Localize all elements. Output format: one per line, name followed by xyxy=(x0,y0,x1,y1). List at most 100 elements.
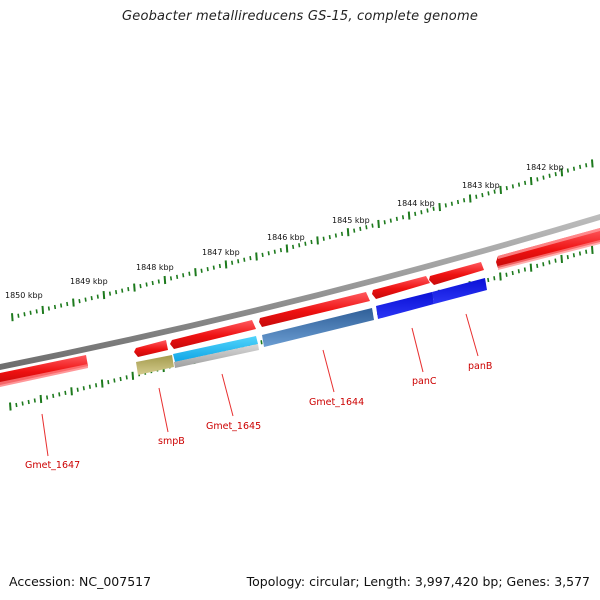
minor-tick xyxy=(524,180,527,186)
minor-tick xyxy=(95,383,98,388)
panC-feature[interactable] xyxy=(376,292,434,319)
minor-tick xyxy=(426,208,429,213)
minor-tick xyxy=(218,263,221,269)
gene-label-smpB[interactable]: smpB xyxy=(158,436,185,447)
minor-tick xyxy=(267,251,270,256)
major-tick xyxy=(529,177,533,186)
minor-tick xyxy=(340,231,344,237)
minor-tick xyxy=(96,294,99,299)
gene-label-gmet1645[interactable]: Gmet_1645 xyxy=(206,421,261,432)
minor-tick xyxy=(505,185,508,191)
minor-tick xyxy=(383,220,386,225)
smpB-feature[interactable] xyxy=(136,355,174,375)
map-title: Geobacter metallireducens GS-15, complet… xyxy=(121,9,479,24)
panB-feature[interactable] xyxy=(432,278,487,304)
minor-tick xyxy=(90,295,93,301)
gmet1645-feature-bottom[interactable] xyxy=(174,344,259,368)
gene-label-gmet1644[interactable]: Gmet_1644 xyxy=(309,397,364,408)
minor-tick xyxy=(188,271,191,276)
leader-line-gmet1647 xyxy=(41,413,49,457)
leader-line-smpB xyxy=(158,387,169,433)
leader-line-gmet1645 xyxy=(221,373,234,417)
minor-tick xyxy=(493,189,496,194)
major-tick xyxy=(377,219,380,228)
gene-label-panB[interactable]: panB xyxy=(468,361,492,372)
major-tick xyxy=(438,203,441,212)
cds-feature[interactable] xyxy=(372,276,430,299)
minor-tick xyxy=(249,255,252,261)
scale-label-1843kbp: 1843 kbp xyxy=(462,181,500,190)
minor-tick xyxy=(536,177,539,182)
minor-tick xyxy=(420,210,423,215)
genome-info-text: Topology: circular; Length: 3,997,420 bp… xyxy=(246,574,590,589)
genome-backbone xyxy=(0,214,600,370)
gene-label-panC[interactable]: panC xyxy=(412,376,437,387)
minor-tick xyxy=(182,273,185,278)
leader-line-gmet1644 xyxy=(322,349,335,393)
minor-tick xyxy=(231,260,234,265)
major-tick xyxy=(41,305,45,314)
scale-label-1848kbp: 1848 kbp xyxy=(136,263,174,272)
major-tick xyxy=(499,185,502,194)
minor-tick xyxy=(243,257,246,262)
minor-tick xyxy=(47,306,50,311)
major-tick xyxy=(560,168,564,177)
minor-tick xyxy=(401,215,405,220)
minor-tick xyxy=(304,241,307,246)
minor-tick xyxy=(523,267,526,272)
cds-shadow xyxy=(498,240,600,270)
major-tick xyxy=(407,211,411,220)
cds-feature[interactable] xyxy=(170,320,256,349)
major-tick xyxy=(468,194,472,203)
minor-tick xyxy=(78,298,81,304)
leader-line-panC xyxy=(411,327,424,373)
major-tick xyxy=(70,387,73,396)
minor-tick xyxy=(33,398,36,403)
minor-tick xyxy=(578,251,582,256)
cds-feature[interactable] xyxy=(429,262,484,285)
minor-tick xyxy=(206,266,209,272)
minor-tick xyxy=(261,252,264,258)
scale-label-1850kbp: 1850 kbp xyxy=(5,291,43,300)
minor-tick xyxy=(17,313,20,318)
minor-tick xyxy=(414,211,417,217)
minor-tick xyxy=(273,249,276,254)
minor-tick xyxy=(115,289,118,295)
minor-tick xyxy=(585,163,588,168)
minor-tick xyxy=(29,310,32,315)
cds-feature[interactable] xyxy=(134,340,168,357)
major-tick xyxy=(591,245,594,254)
minor-tick xyxy=(113,378,116,383)
minor-tick xyxy=(572,166,576,171)
gmet1645-feature-top[interactable] xyxy=(173,336,258,362)
major-tick xyxy=(560,254,563,263)
minor-tick xyxy=(353,228,356,233)
minor-tick xyxy=(82,386,85,391)
minor-tick xyxy=(395,216,398,222)
major-tick xyxy=(285,244,289,253)
minor-tick xyxy=(35,309,38,314)
gene-label-gmet1647[interactable]: Gmet_1647 xyxy=(25,460,80,471)
minor-tick xyxy=(119,376,122,382)
cds-feature[interactable] xyxy=(259,292,370,327)
minor-tick xyxy=(511,184,514,189)
minor-tick xyxy=(517,269,520,274)
gmet1644-feature[interactable] xyxy=(262,308,374,347)
minor-tick xyxy=(279,247,282,253)
leader-line-panB xyxy=(465,313,479,357)
minor-tick xyxy=(548,260,551,265)
major-tick xyxy=(100,379,104,388)
minor-tick xyxy=(108,291,112,296)
minor-tick xyxy=(60,303,63,308)
minor-tick xyxy=(53,304,57,310)
minor-tick xyxy=(554,171,557,177)
minor-tick xyxy=(548,173,551,178)
forward-cds-row xyxy=(0,228,600,387)
major-tick xyxy=(72,298,75,307)
minor-tick xyxy=(157,279,160,284)
scale-label-1845kbp: 1845 kbp xyxy=(332,216,370,225)
minor-tick xyxy=(58,392,61,397)
minor-tick xyxy=(579,164,582,170)
minor-tick xyxy=(389,218,392,223)
